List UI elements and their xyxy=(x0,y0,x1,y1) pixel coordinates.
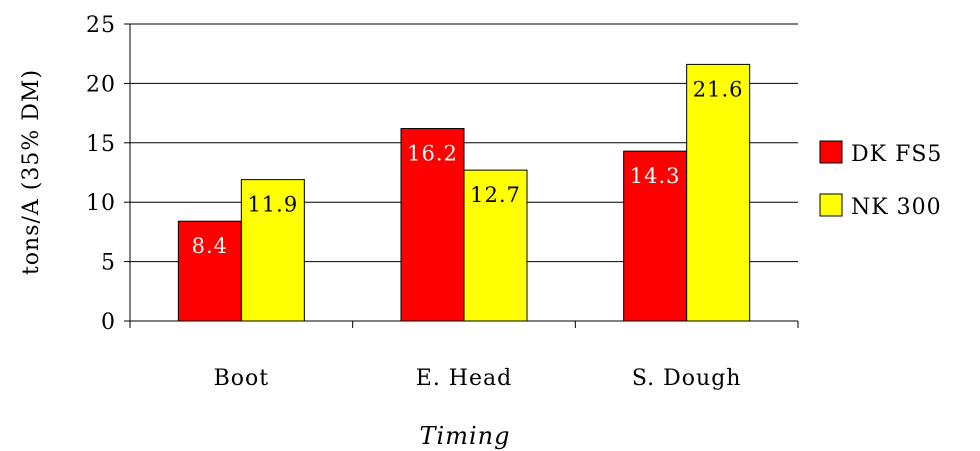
plot-area: 0 5 10 15 20 25 8.4 11.9 Boot 16.2 12.7 E. Head 14.3… xyxy=(86,13,799,391)
data-label: 12.7 xyxy=(470,183,521,207)
bar xyxy=(400,128,465,322)
y-axis-title: tons/A (35% DM) xyxy=(19,69,44,275)
legend-swatch xyxy=(819,140,843,164)
data-label: 14.3 xyxy=(630,164,681,188)
bar xyxy=(240,179,305,322)
category-label: E. Head xyxy=(416,366,512,391)
legend-swatch xyxy=(819,193,843,217)
bar xyxy=(686,63,751,322)
legend: DK FS5 NK 300 xyxy=(819,140,942,220)
category-label: Boot xyxy=(214,366,270,391)
x-axis-title: Timing xyxy=(420,422,511,450)
legend-label: NK 300 xyxy=(851,195,942,220)
data-label: 11.9 xyxy=(247,193,298,217)
bar xyxy=(463,169,528,322)
bar xyxy=(177,220,242,322)
y-tick-label: 15 xyxy=(86,132,116,157)
data-label: 8.4 xyxy=(192,234,228,258)
y-tick-label: 10 xyxy=(86,191,116,216)
data-label: 21.6 xyxy=(693,77,744,101)
y-tick-label: 25 xyxy=(86,13,116,38)
legend-label: DK FS5 xyxy=(851,142,942,167)
data-label: 16.2 xyxy=(407,142,458,166)
y-tick-label: 5 xyxy=(101,251,116,276)
category-label: S. Dough xyxy=(632,366,742,391)
y-tick-label: 20 xyxy=(86,72,116,97)
y-tick-label: 0 xyxy=(101,310,116,335)
